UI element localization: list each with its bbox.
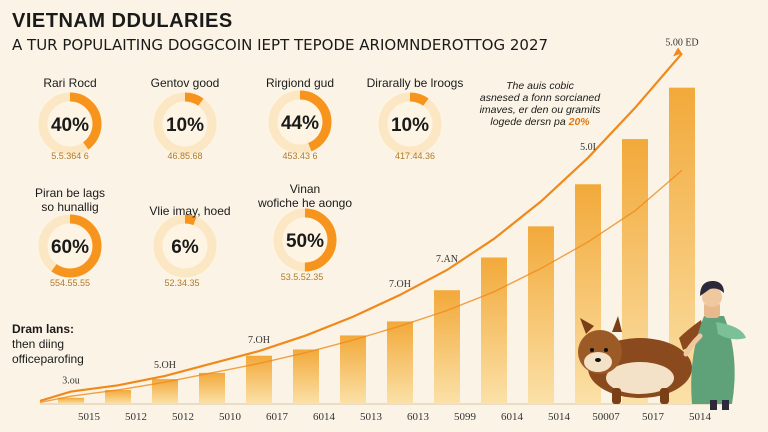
donut-label: Piran be lags	[34, 186, 106, 200]
donut-chart: 60%	[36, 212, 104, 280]
left-note-line: officeparofing	[12, 352, 84, 366]
point-label: 7.OH	[248, 335, 270, 346]
donut-slice	[153, 214, 217, 278]
donut-subvalue: 52.34.35	[164, 278, 200, 288]
point-label: 5.00 ED	[665, 37, 698, 48]
donut-label-line2: so hunallig	[41, 200, 99, 214]
x-tick-label: 6017	[266, 411, 289, 423]
donut-label: Rirgiond gud	[265, 76, 335, 90]
x-tick-label: 5013	[360, 411, 383, 423]
trend-line-secondary	[39, 169, 683, 404]
note-line: imaves, er den ou gramits	[479, 104, 601, 116]
page-subtitle: A TUR POPULAITING DOGGCOIN IEPT TEPODE A…	[12, 36, 549, 54]
x-tick-label: 6014	[313, 411, 336, 423]
donut-chart: 10%	[151, 90, 219, 158]
bar	[528, 226, 554, 404]
donut-label: Vinan	[289, 182, 321, 196]
trend-arrow-icon	[673, 47, 682, 57]
x-tick-label: 5014	[548, 411, 571, 423]
donut-value: 40%	[51, 115, 89, 136]
donut-value: 50%	[286, 231, 324, 252]
donut-value: 6%	[171, 237, 199, 258]
bar	[293, 349, 319, 404]
donut-chart: 50%	[271, 206, 339, 274]
donut-label-line2: wofiche he aongo	[257, 196, 353, 210]
donut-chart: 40%	[36, 90, 104, 158]
donut-label: Dirarally be lroogs	[366, 76, 464, 90]
donut-chart: 10%	[376, 90, 444, 158]
bar	[481, 257, 507, 404]
x-tick-label: 5014	[689, 411, 712, 423]
bar	[199, 372, 225, 404]
x-tick-label: 5017	[642, 411, 665, 423]
bar	[340, 335, 366, 404]
x-tick-labels: 5015 5012 5012 5010 6017 6014 5013 6013 5099 6014…	[78, 411, 712, 423]
line-series	[39, 47, 683, 404]
donut-value: 60%	[51, 237, 89, 258]
page-title: VIETNAM DDULARIES	[12, 10, 233, 32]
donut-slice	[153, 92, 217, 156]
x-tick-label: 50007	[592, 411, 620, 423]
left-note-line: Dram lans:	[12, 322, 75, 336]
bar	[434, 290, 460, 404]
note-line: asnesed a fonn sorcianed	[479, 92, 601, 104]
x-tick-label: 5015	[78, 411, 101, 423]
donut-slice	[273, 208, 337, 272]
shiba-dog-illustration	[578, 316, 703, 404]
note-line: logede dersn pa	[490, 116, 566, 128]
donut-subvalue: 453.43 6	[282, 151, 318, 161]
donut-slice	[38, 92, 102, 156]
donut-slice	[268, 90, 332, 154]
point-label: 5.0I	[580, 142, 596, 153]
note-highlight: 20%	[568, 116, 590, 128]
donut-value: 44%	[281, 113, 319, 134]
x-tick-label: 5099	[454, 411, 477, 423]
donut-label: Gentov good	[150, 76, 220, 90]
donut-charts: 40% 10% 44% 10% 60% 6% 50%	[36, 88, 444, 280]
left-annotation: Dram lans: then diing officeparofing	[12, 322, 84, 367]
donut-slice	[38, 214, 102, 278]
point-label: 7.AN	[436, 254, 458, 265]
point-label: 7.OH	[389, 279, 411, 290]
x-tick-label: 5012	[172, 411, 194, 423]
donut-chart: 44%	[266, 88, 334, 156]
donut-label: Vlie imay, hoed	[149, 204, 231, 218]
point-labels: 3.ou 5.OH 7.OH 7.OH 7.AN 5.0I 5.00 ED	[62, 37, 698, 386]
donut-value: 10%	[391, 115, 429, 136]
point-label: 5.OH	[154, 360, 176, 371]
donut-subvalue: 5.5.364 6	[51, 151, 89, 161]
bar	[105, 389, 131, 404]
x-tick-label: 6013	[407, 411, 430, 423]
donut-label: Rari Rocd	[43, 76, 97, 90]
trend-line	[39, 52, 683, 402]
bar	[387, 321, 413, 404]
donut-slice	[378, 92, 442, 156]
x-tick-label: 5010	[219, 411, 242, 423]
x-tick-label: 5012	[125, 411, 147, 423]
note-line: The auis cobic	[506, 80, 574, 92]
bar	[58, 397, 84, 404]
annotation-note: The auis cobic asnesed a fonn sorcianed …	[470, 80, 610, 128]
donut-subvalue: 53.5.52.35	[280, 272, 324, 282]
girl-illustration	[683, 280, 746, 410]
donut-subvalue: 554.55.55	[49, 278, 91, 288]
donut-value: 10%	[166, 115, 204, 136]
point-label: 3.ou	[62, 376, 80, 387]
donut-chart: 6%	[151, 212, 219, 280]
donut-subvalue: 417.44.36	[394, 151, 436, 161]
donut-subvalue: 46.85.68	[167, 151, 203, 161]
left-note-line: then diing	[12, 337, 65, 351]
x-tick-label: 6014	[501, 411, 524, 423]
